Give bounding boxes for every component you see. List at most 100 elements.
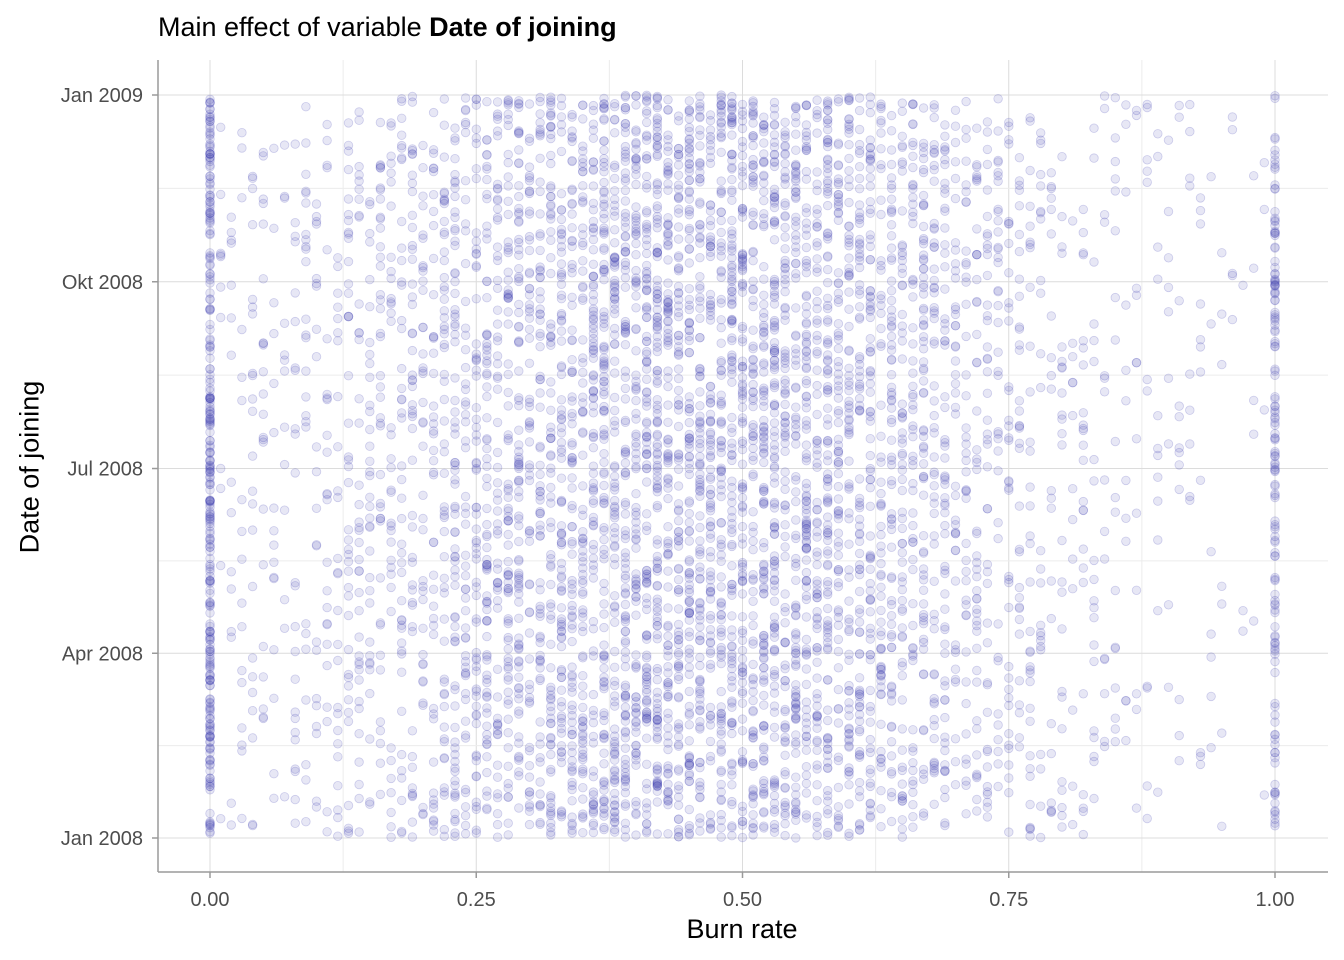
data-point [716, 823, 726, 833]
data-point [961, 759, 971, 769]
data-point [631, 543, 641, 553]
data-point [247, 687, 258, 698]
data-point [386, 293, 396, 304]
data-point [1206, 652, 1216, 662]
data-point [535, 186, 545, 197]
data-point [631, 291, 641, 301]
data-point [663, 438, 673, 448]
data-point [876, 99, 886, 109]
data-point [1035, 169, 1046, 180]
data-point [695, 826, 705, 836]
data-point [556, 641, 567, 652]
data-point [610, 98, 620, 109]
title-variable: Date of joining [429, 12, 617, 42]
data-point [684, 686, 695, 697]
data-point [354, 659, 364, 670]
data-point [865, 230, 876, 240]
data-point [833, 417, 844, 428]
data-point [908, 421, 918, 431]
data-point [918, 575, 929, 585]
data-point [705, 415, 716, 426]
data-point [642, 509, 652, 519]
data-point [588, 259, 599, 270]
data-point [642, 153, 652, 164]
data-point [556, 438, 567, 448]
data-point [535, 739, 545, 749]
data-point [1089, 640, 1099, 650]
data-point [620, 711, 631, 721]
data-point [950, 266, 961, 276]
data-point [1057, 785, 1067, 796]
data-point [684, 143, 695, 154]
data-point [652, 439, 663, 449]
data-point [301, 244, 311, 254]
data-point [397, 558, 407, 568]
data-point [428, 163, 439, 173]
data-point [791, 603, 801, 613]
data-point [737, 150, 748, 161]
data-point [759, 744, 769, 755]
data-point [823, 278, 833, 288]
data-point [950, 193, 961, 204]
data-point [1270, 342, 1280, 352]
data-point [940, 402, 950, 413]
data-point [908, 218, 918, 229]
data-point [1142, 99, 1152, 110]
data-point [375, 252, 386, 262]
data-point [993, 176, 1003, 187]
data-point [695, 197, 705, 207]
data-point [652, 675, 663, 685]
data-point [1025, 387, 1035, 397]
data-point [993, 204, 1003, 215]
data-point [215, 251, 226, 262]
data-point [950, 137, 961, 148]
data-point [812, 318, 822, 328]
data-point [886, 286, 897, 296]
data-point [1025, 577, 1035, 587]
data-point [503, 149, 513, 160]
data-point [673, 516, 684, 526]
data-point [801, 100, 812, 111]
data-point [620, 92, 631, 102]
data-point [642, 803, 652, 813]
data-point [1270, 412, 1280, 422]
data-point [918, 644, 929, 654]
data-point [748, 256, 758, 266]
data-point [599, 622, 609, 633]
data-point [460, 584, 471, 595]
data-point [844, 253, 854, 263]
data-point [1270, 429, 1280, 439]
data-point [588, 573, 599, 583]
data-point [759, 457, 769, 468]
data-point [1185, 126, 1195, 137]
data-point [1217, 309, 1227, 319]
data-point [1004, 760, 1014, 770]
data-point [780, 531, 790, 542]
data-point [482, 791, 492, 801]
data-point [535, 611, 545, 622]
data-point [450, 153, 460, 164]
data-point [876, 719, 886, 730]
data-point [247, 406, 258, 417]
data-point [556, 617, 567, 627]
data-point [524, 209, 535, 219]
data-point [993, 370, 1003, 381]
data-point [897, 538, 908, 549]
data-point [599, 650, 609, 660]
data-point [791, 804, 801, 815]
data-point [578, 295, 588, 306]
data-point [684, 175, 695, 186]
data-point [854, 183, 865, 194]
data-point [844, 625, 854, 635]
data-point [876, 571, 886, 581]
data-point [567, 747, 577, 758]
data-point [365, 659, 375, 669]
data-point [1057, 342, 1067, 352]
data-point [695, 544, 705, 554]
data-point [972, 526, 982, 536]
data-point [599, 777, 609, 788]
data-point [247, 294, 258, 305]
data-point [1035, 181, 1046, 191]
data-point [833, 684, 844, 695]
data-point [524, 324, 535, 335]
